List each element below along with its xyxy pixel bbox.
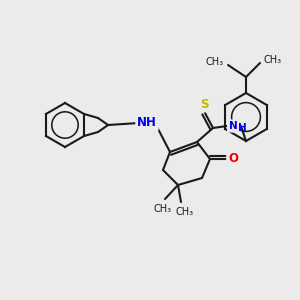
Text: H: H bbox=[238, 123, 247, 133]
Text: O: O bbox=[228, 152, 238, 166]
Text: CH₃: CH₃ bbox=[264, 55, 282, 65]
Text: CH₃: CH₃ bbox=[154, 204, 172, 214]
Text: CH₃: CH₃ bbox=[206, 57, 224, 67]
Text: N: N bbox=[229, 121, 237, 131]
Text: S: S bbox=[200, 98, 208, 110]
Text: CH₃: CH₃ bbox=[176, 207, 194, 217]
Text: NH: NH bbox=[137, 116, 157, 130]
